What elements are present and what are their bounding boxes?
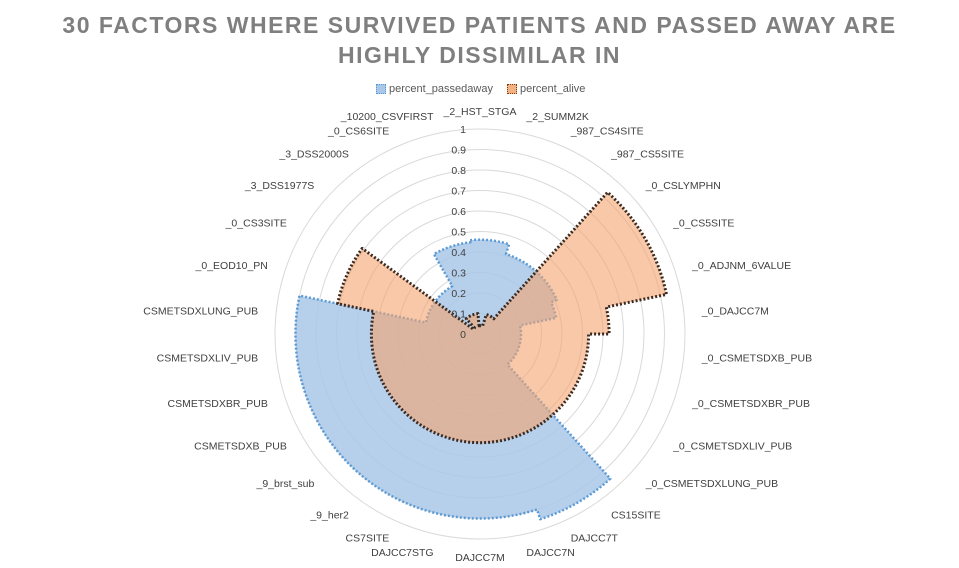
category-label: _3_DSS2000S [278, 149, 348, 161]
tick-label: 0.3 [451, 268, 466, 280]
tick-label: 0.1 [451, 309, 466, 321]
category-label: CSMETSDXLIV_PUB [157, 352, 259, 364]
category-label: _3_DSS1977S [244, 180, 314, 192]
category-label: _0_CS3SITE [225, 218, 287, 230]
category-label: _0_EOD10_PN [195, 260, 268, 272]
chart-title: 30 FACTORS WHERE SURVIVED PATIENTS AND P… [0, 10, 959, 70]
tick-label: 0.9 [451, 145, 466, 157]
legend: percent_passedaway percent_alive [376, 83, 599, 95]
category-label: _0_CSMETSDXB_PUB [701, 352, 812, 364]
legend-item-passedaway: percent_passedaway [376, 83, 493, 95]
category-label: _0_ADJNM_6VALUE [691, 260, 791, 272]
category-label: CSMETSDXBR_PUB [168, 398, 268, 410]
category-label: _0_CS6SITE [327, 125, 389, 137]
tick-label: 1 [460, 124, 466, 136]
category-label: DAJCC7STG [371, 547, 433, 559]
category-label: _0_CSLYMPHN [645, 180, 721, 192]
legend-label-passedaway: percent_passedaway [389, 83, 493, 95]
category-label: _9_brst_sub [256, 478, 315, 490]
category-label: _987_CS4SITE [570, 125, 644, 137]
category-label: _0_DAJCC7M [701, 306, 769, 318]
chart-title-line2: HIGHLY DISSIMILAR IN [337, 42, 622, 68]
chart-title-line1: 30 FACTORS WHERE SURVIVED PATIENTS AND P… [62, 12, 897, 38]
tick-label: 0.8 [451, 165, 466, 177]
tick-label: 0.4 [451, 247, 466, 259]
category-label: CSMETSDXB_PUB [194, 441, 287, 453]
category-label: _987_CS5SITE [610, 149, 684, 161]
category-label: _0_CSMETSDXLIV_PUB [672, 441, 792, 453]
legend-label-alive: percent_alive [519, 83, 586, 95]
category-label: _2_HST_STGA [443, 106, 517, 118]
tick-label: 0.2 [451, 288, 466, 300]
category-label: CSMETSDXLUNG_PUB [143, 306, 258, 318]
tick-label: 0.7 [451, 186, 466, 198]
category-label: _10200_CSVFIRST [340, 111, 434, 123]
category-label: CS7SITE [346, 533, 390, 545]
series-area-percent_alive [336, 190, 668, 445]
category-label: _0_CSMETSDXBR_PUB [691, 398, 810, 410]
category-label: _9_her2 [309, 509, 349, 521]
legend-item-alive: percent_alive [506, 83, 586, 95]
legend-swatch-passedaway [376, 84, 386, 94]
category-label: DAJCC7M [455, 552, 505, 564]
category-label: CS15SITE [611, 509, 661, 521]
legend-swatch-alive [506, 84, 517, 94]
tick-label: 0.5 [451, 227, 466, 239]
category-label: _0_CSMETSDXLUNG_PUB [645, 478, 778, 490]
category-label: DAJCC7N [526, 547, 574, 559]
tick-label: 0.6 [451, 206, 466, 218]
grid-ring-10 [274, 128, 686, 540]
category-label: _2_SUMM2K [525, 111, 588, 123]
category-label: _0_CS5SITE [672, 218, 734, 230]
category-label: DAJCC7T [571, 533, 619, 545]
tick-label: 0 [460, 329, 466, 341]
